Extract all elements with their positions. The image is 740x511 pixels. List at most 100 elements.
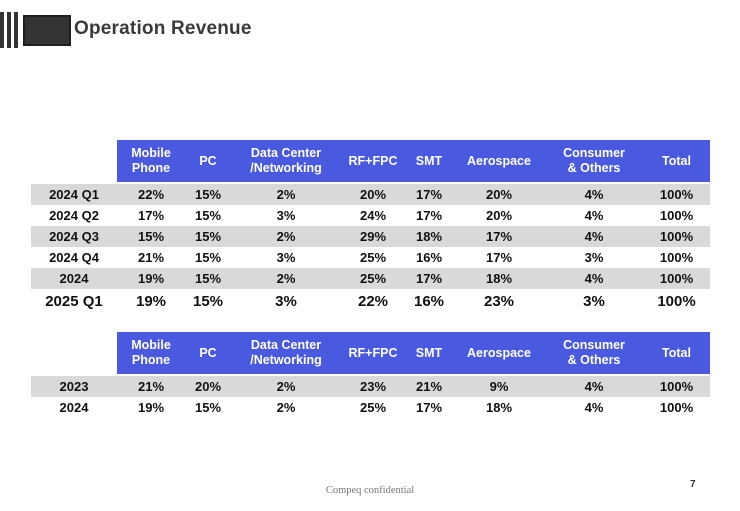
corner-cell [31,332,117,376]
column-header: PC [185,140,231,184]
table-cell: 2% [231,397,341,418]
table-cell: 16% [405,289,453,313]
column-header: RF+FPC [341,332,405,376]
column-header: Data Center /Networking [231,332,341,376]
table-cell: 4% [545,397,643,418]
table-row: 2024 Q2 17% 15% 3% 24% 17% 20% 4% 100% [31,205,710,226]
row-label: 2025 Q1 [31,289,117,313]
corner-cell [31,140,117,184]
table-cell: 15% [117,226,185,247]
table-cell: 15% [185,183,231,205]
table-cell: 4% [545,226,643,247]
table-row: 2024 Q3 15% 15% 2% 29% 18% 17% 4% 100% [31,226,710,247]
logo-bar-icon [7,12,11,48]
table-cell: 3% [545,289,643,313]
table-cell: 100% [643,247,710,268]
column-header: Data Center /Networking [231,140,341,184]
table-cell: 15% [185,397,231,418]
column-header: PC [185,332,231,376]
table-cell: 100% [643,205,710,226]
table-row: 2024 Q1 22% 15% 2% 20% 17% 20% 4% 100% [31,183,710,205]
table-cell: 2% [231,226,341,247]
table-cell: 9% [453,375,545,397]
row-label: 2024 [31,268,117,289]
annual-revenue-table: Mobile Phone PC Data Center /Networking RF+… [31,332,710,418]
table-cell: 17% [405,397,453,418]
table-cell: 22% [341,289,405,313]
column-header: Aerospace [453,332,545,376]
table-row: 2023 21% 20% 2% 23% 21% 9% 4% 100% [31,375,710,397]
row-label: 2024 Q3 [31,226,117,247]
column-header: RF+FPC [341,140,405,184]
table-cell: 17% [453,247,545,268]
table-cell: 19% [117,397,185,418]
table-cell: 4% [545,183,643,205]
compeq-logo [0,12,71,48]
table-cell: 18% [405,226,453,247]
table-cell: 15% [185,289,231,313]
table-cell: 21% [117,247,185,268]
table-cell: 4% [545,268,643,289]
table-cell: 4% [545,205,643,226]
confidential-note: Compeq confidential [325,485,415,496]
table-cell: 25% [341,247,405,268]
table-cell: 20% [341,183,405,205]
column-header: Total [643,140,710,184]
table-cell: 17% [405,205,453,226]
table-cell: 100% [643,183,710,205]
row-label: 2024 Q4 [31,247,117,268]
column-header: Aerospace [453,140,545,184]
table-cell: 20% [453,183,545,205]
table-cell: 3% [231,247,341,268]
table-cell: 23% [341,375,405,397]
header-row: Mobile Phone PC Data Center /Networking RF+… [31,140,710,184]
column-header: Mobile Phone [117,332,185,376]
table-cell: 20% [453,205,545,226]
column-header: SMT [405,140,453,184]
page-number: 7 [690,479,696,490]
table-cell: 3% [231,205,341,226]
column-header: SMT [405,332,453,376]
column-header: Consumer & Others [545,140,643,184]
table-cell: 17% [117,205,185,226]
table-cell: 2% [231,268,341,289]
table-cell: 15% [185,205,231,226]
table-cell: 17% [405,268,453,289]
quarterly-revenue-table: Mobile Phone PC Data Center /Networking RF+… [31,140,710,313]
table-cell: 18% [453,268,545,289]
row-label: 2023 [31,375,117,397]
slide-title: Operation Revenue [74,18,252,39]
table-cell: 100% [643,375,710,397]
table-row: 2024 19% 15% 2% 25% 17% 18% 4% 100% [31,397,710,418]
table-cell: 15% [185,226,231,247]
table-cell: 19% [117,289,185,313]
table-cell: 24% [341,205,405,226]
row-label: 2024 Q1 [31,183,117,205]
logo-block-icon [23,14,71,46]
table-cell: 16% [405,247,453,268]
column-header: Mobile Phone [117,140,185,184]
table-cell: 3% [545,247,643,268]
row-label: 2024 Q2 [31,205,117,226]
table-cell: 21% [117,375,185,397]
table-row: 2024 19% 15% 2% 25% 17% 18% 4% 100% [31,268,710,289]
table-cell: 20% [185,375,231,397]
table-cell: 100% [643,226,710,247]
table-cell: 23% [453,289,545,313]
logo-bar-icon [0,12,4,48]
table-cell: 100% [643,268,710,289]
table-cell: 2% [231,183,341,205]
table-row: 2024 Q4 21% 15% 3% 25% 16% 17% 3% 100% [31,247,710,268]
table-cell: 100% [643,289,710,313]
table-cell: 25% [341,268,405,289]
row-label: 2024 [31,397,117,418]
table-cell: 19% [117,268,185,289]
table-cell: 100% [643,397,710,418]
table-cell: 15% [185,268,231,289]
logo-bar-icon [14,12,18,48]
table-cell: 4% [545,375,643,397]
table-cell: 21% [405,375,453,397]
table-cell: 18% [453,397,545,418]
column-header: Consumer & Others [545,332,643,376]
column-header: Total [643,332,710,376]
